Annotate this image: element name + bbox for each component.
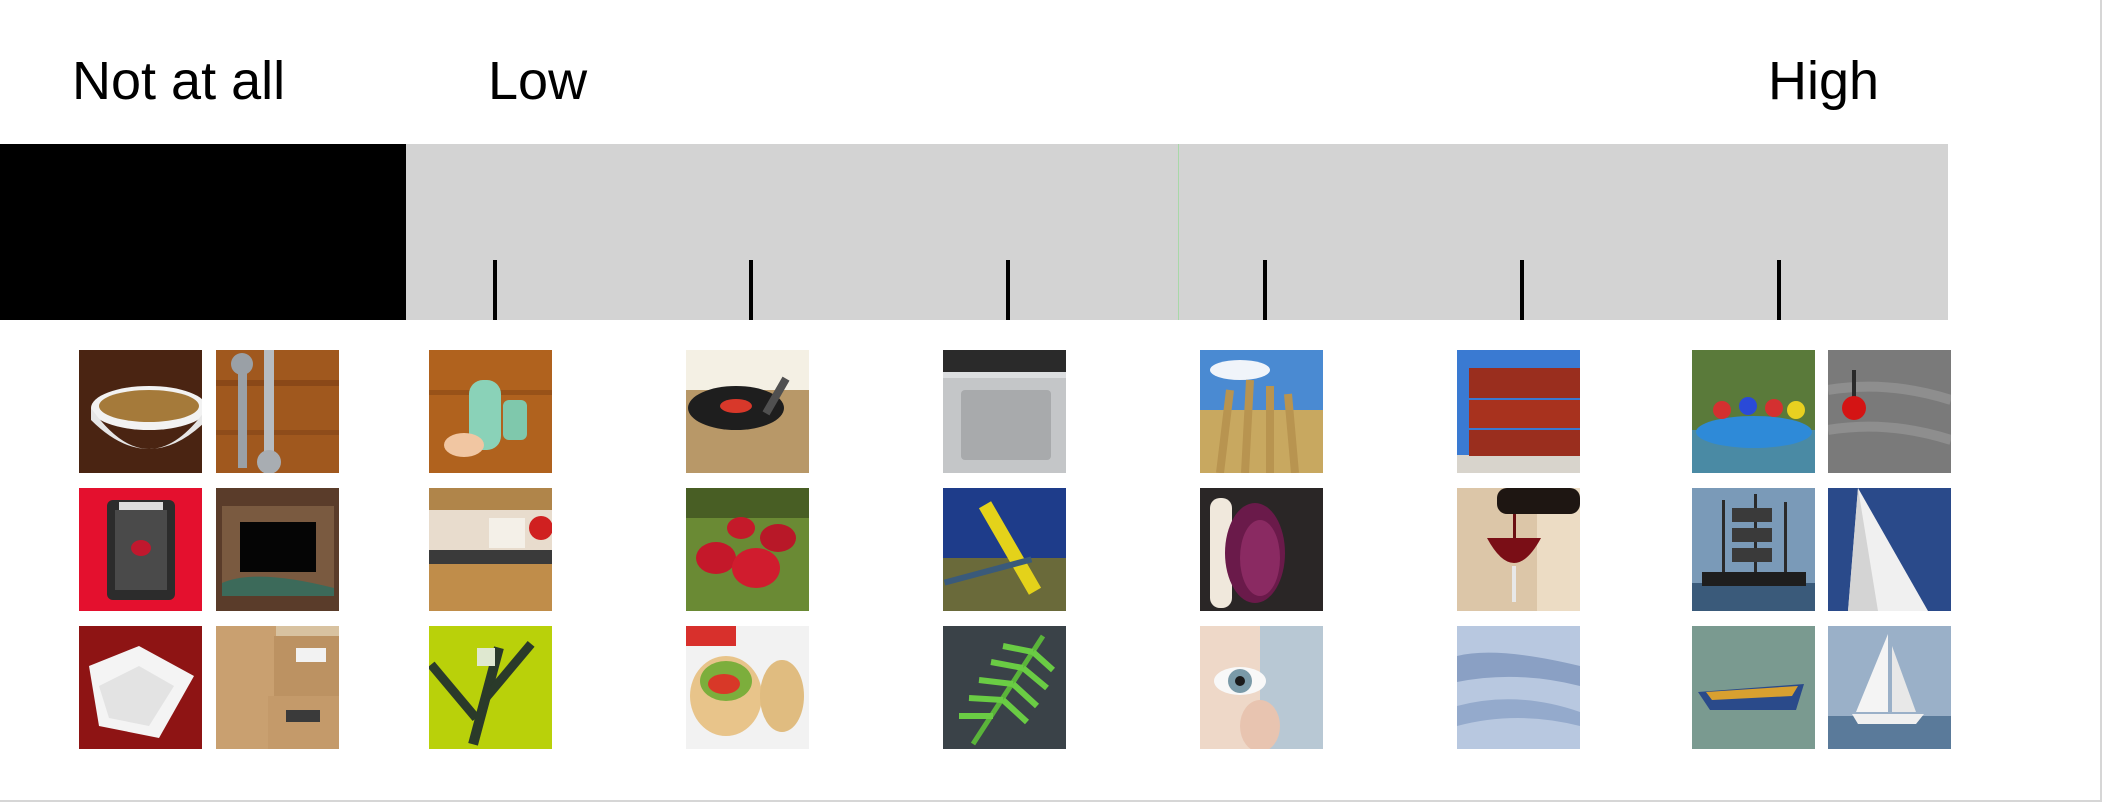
label-low: Low xyxy=(488,51,588,111)
image-kitchen xyxy=(429,488,552,611)
image-wrenches xyxy=(216,350,339,473)
scale-tick-5 xyxy=(1520,260,1524,320)
image-football-helmets xyxy=(686,488,809,611)
not-at-all-bar xyxy=(0,144,406,320)
image-picture-frame xyxy=(216,488,339,611)
image-river-rafting xyxy=(1692,350,1815,473)
scale-tick-1 xyxy=(493,260,497,320)
image-snow-dunes xyxy=(1457,626,1580,749)
image-sailboat xyxy=(1828,626,1951,749)
image-wine-pour xyxy=(1457,488,1580,611)
rating-scale-bar xyxy=(406,144,1948,320)
image-turntable xyxy=(686,350,809,473)
image-sail-closeup xyxy=(1828,488,1951,611)
image-camera-bag xyxy=(79,488,202,611)
image-green-markers xyxy=(429,626,552,749)
image-eye-contact-lens xyxy=(1200,626,1323,749)
scale-tick-4 xyxy=(1263,260,1267,320)
image-rowboat xyxy=(1692,626,1815,749)
image-buoy-on-sand xyxy=(1828,350,1951,473)
image-bowl-of-soup xyxy=(79,350,202,473)
label-high: High xyxy=(1768,51,1880,111)
image-handkerchief xyxy=(79,626,202,749)
image-fern xyxy=(943,626,1066,749)
image-playground-slide xyxy=(943,488,1066,611)
scale-tick-6 xyxy=(1777,260,1781,320)
image-shipping-containers xyxy=(1457,350,1580,473)
image-burrito-wraps xyxy=(686,626,809,749)
scale-midline xyxy=(1178,144,1179,320)
image-tall-ship xyxy=(1692,488,1815,611)
image-plastic-containers xyxy=(429,350,552,473)
image-feather-boa xyxy=(1200,488,1323,611)
image-cardboard-boxes xyxy=(216,626,339,749)
scale-tick-3 xyxy=(1006,260,1010,320)
label-not-at-all: Not at all xyxy=(72,51,286,111)
image-laptop-trackpad xyxy=(943,350,1066,473)
image-wheat-field xyxy=(1200,350,1323,473)
scale-tick-2 xyxy=(749,260,753,320)
